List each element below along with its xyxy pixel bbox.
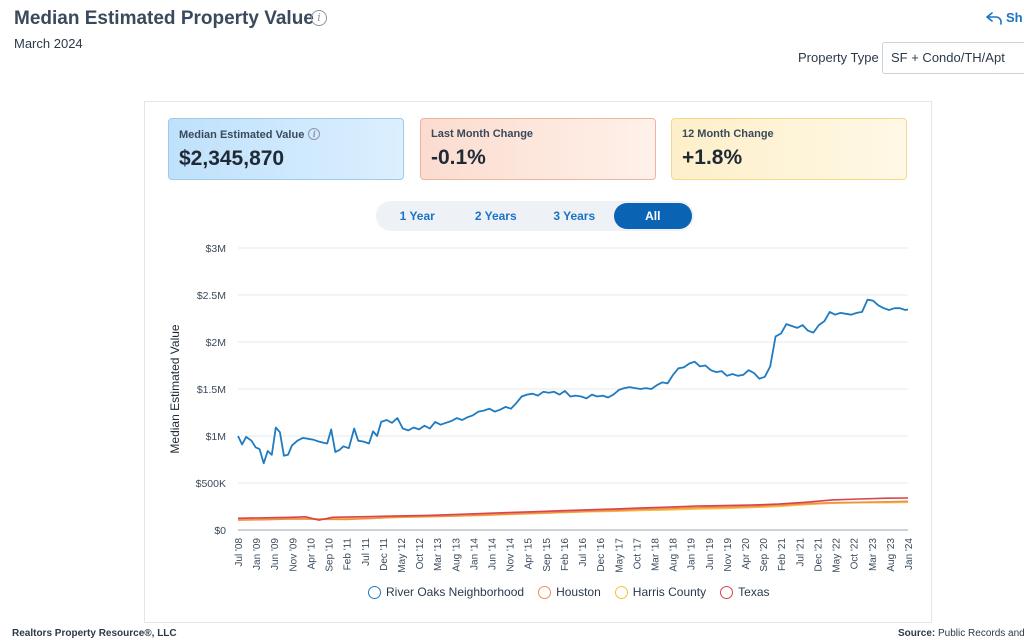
x-tick-label: Aug '13 [451, 538, 462, 572]
x-tick-label: Jun '09 [270, 538, 281, 570]
x-tick-label: Feb '11 [343, 538, 354, 571]
page-title: Median Estimated Property Value [14, 8, 314, 29]
share-label: Sh [1006, 10, 1023, 25]
twelve-month-change-value: +1.8% [682, 146, 743, 169]
footer-source-text: Public Records and [938, 628, 1024, 639]
series-line-texas [237, 497, 909, 521]
twelve-month-change-label: 12 Month Change [682, 128, 774, 140]
property-type-label: Property Type [798, 50, 879, 65]
legend-label: Houston [556, 585, 601, 599]
x-tick-label: Jul '11 [361, 538, 372, 566]
median-value-label: Median Estimated Value [179, 129, 305, 141]
tab-3-years[interactable]: 3 Years [553, 209, 596, 223]
tab-2-years[interactable]: 2 Years [474, 209, 517, 223]
x-tick-label: Feb '21 [777, 538, 788, 571]
x-tick-label: Dec '11 [379, 538, 390, 571]
twelve-month-change-card: 12 Month Change +1.8% [671, 118, 907, 180]
series-line-river-oaks [237, 298, 909, 465]
x-tick-label: Jan '14 [469, 538, 480, 570]
last-month-change-card: Last Month Change -0.1% [420, 118, 656, 180]
x-tick-label: Jul '08 [234, 538, 245, 567]
y-axis-label: Median Estimated Value [168, 324, 182, 454]
x-tick-label: Feb '16 [560, 538, 571, 571]
legend-swatch [538, 585, 552, 599]
property-type-select[interactable]: SF + Condo/TH/Apt [882, 42, 1024, 74]
x-tick-label: Nov '14 [506, 538, 517, 572]
x-tick-label: Sep '15 [542, 538, 553, 572]
share-icon [986, 11, 1002, 25]
x-tick-label: Apr '15 [524, 538, 535, 570]
range-tabs: 1 Year 2 Years 3 Years All [376, 201, 694, 231]
info-icon[interactable]: i [308, 128, 321, 140]
x-tick-label: Nov '09 [288, 538, 299, 572]
y-tick-label: $2.5M [197, 290, 226, 302]
tab-1-year[interactable]: 1 Year [399, 209, 435, 223]
last-month-change-label: Last Month Change [431, 128, 534, 140]
x-tick-label: Sep '20 [759, 538, 770, 572]
y-tick-label: $1M [206, 431, 226, 443]
y-tick-label: $1.5M [197, 384, 226, 396]
footer-source: Source: Public Records and [898, 628, 1024, 639]
x-tick-label: Mar '13 [433, 538, 444, 571]
line-chart: $0 $500K $1M $1.5M $2M $2.5M $3M Median Estimat… [168, 243, 915, 573]
legend-label: Harris County [632, 585, 707, 599]
y-tick-label: $2M [206, 337, 226, 349]
x-tick-label: Jun '19 [705, 538, 716, 570]
last-month-change-value: -0.1% [431, 146, 486, 169]
x-tick-label: Apr '10 [306, 538, 317, 570]
x-tick-label: Oct '22 [850, 538, 861, 570]
series-line-houston [237, 500, 909, 521]
x-tick-label: Jul '21 [795, 538, 806, 567]
x-tick-label: Mar '23 [868, 538, 879, 571]
x-tick-label: Mar '18 [650, 538, 661, 571]
x-tick-label: Jan '24 [904, 538, 915, 570]
info-icon[interactable]: i [311, 10, 327, 26]
x-tick-label: May '22 [832, 538, 843, 573]
x-tick-label: Nov '19 [723, 538, 734, 572]
tab-all[interactable]: All [613, 203, 692, 229]
x-tick-label: Oct '17 [632, 538, 643, 570]
chart-legend: River Oaks Neighborhood Houston Harris C… [368, 585, 770, 599]
x-tick-label: Apr '20 [741, 538, 752, 570]
legend-swatch [614, 585, 628, 599]
y-tick-label: $3M [206, 243, 226, 255]
legend-label: River Oaks Neighborhood [386, 585, 525, 599]
x-tick-label: Dec '21 [813, 538, 824, 572]
x-tick-label: Jun '14 [488, 538, 499, 570]
x-tick-label: Sep '10 [325, 538, 336, 572]
median-value-card: Median Estimated Value i $2,345,870 [168, 118, 404, 180]
median-value: $2,345,870 [179, 147, 285, 170]
chart-panel [144, 101, 932, 623]
x-tick-label: May '17 [614, 538, 625, 573]
x-tick-label: Oct '12 [415, 538, 426, 570]
legend-item-river-oaks[interactable]: River Oaks Neighborhood [368, 585, 524, 599]
x-tick-label: Jan '09 [252, 538, 263, 570]
page-subtitle: March 2024 [14, 36, 83, 51]
footer-credit: Realtors Property Resource®, LLC [12, 628, 177, 639]
legend-swatch [720, 585, 734, 599]
share-button[interactable]: Sh [986, 10, 1023, 25]
footer-source-label: Source: [898, 628, 936, 639]
x-tick-label: Dec '16 [596, 538, 607, 572]
x-tick-label: Aug '23 [886, 538, 897, 572]
legend-swatch [368, 585, 381, 599]
legend-item-texas[interactable]: Texas [720, 585, 770, 599]
x-tick-label: May '12 [397, 538, 408, 573]
x-tick-label: Aug '18 [669, 538, 680, 572]
y-tick-label: $500K [196, 478, 226, 490]
y-tick-label: $0 [214, 525, 226, 537]
legend-item-harris-county[interactable]: Harris County [614, 585, 707, 599]
legend-item-houston[interactable]: Houston [538, 585, 601, 599]
x-tick-label: Jul '16 [578, 538, 589, 567]
x-tick-label: Jan '19 [687, 538, 698, 570]
legend-label: Texas [738, 585, 770, 599]
